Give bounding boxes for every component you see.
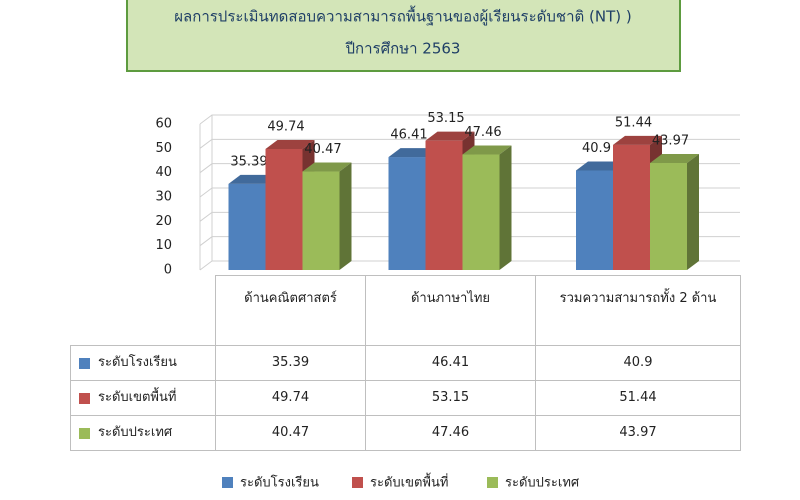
value-cell: 35.39 xyxy=(215,345,366,381)
data-label: 53.15 xyxy=(427,111,464,126)
bar-front xyxy=(425,140,463,270)
data-label: 46.41 xyxy=(390,128,427,143)
legend-swatch xyxy=(487,477,498,488)
legend-label: ระดับเขตพื้นที่ xyxy=(370,473,448,491)
data-label: 40.47 xyxy=(304,142,341,157)
data-label: 51.44 xyxy=(615,115,652,130)
y-tick-label: 40 xyxy=(155,165,172,180)
bar-front xyxy=(228,183,266,270)
bar-front xyxy=(462,154,500,270)
y-tick-label: 60 xyxy=(155,117,172,132)
cell-text: 46.41 xyxy=(431,355,470,370)
value-cell: 47.46 xyxy=(365,415,536,451)
series-name: ระดับโรงเรียน xyxy=(98,355,177,370)
bar-top xyxy=(388,148,438,158)
legend-label: ระดับโรงเรียน xyxy=(240,475,319,491)
bar-front xyxy=(302,171,340,270)
legend-swatch xyxy=(79,392,90,404)
bar-side xyxy=(339,162,352,270)
category-label: ด้านภาษาไทย xyxy=(365,275,536,346)
legend-cell: ระดับโรงเรียน xyxy=(70,345,216,381)
bar-front xyxy=(576,170,613,270)
bar-side xyxy=(687,154,699,270)
bar-side xyxy=(499,145,512,270)
legend-swatch xyxy=(352,477,363,488)
legend-label: ระดับประเทศ xyxy=(505,476,580,491)
bar-front xyxy=(388,157,426,270)
bar-front xyxy=(650,163,687,270)
cell-text: 40.9 xyxy=(623,355,653,370)
bar xyxy=(650,154,699,270)
chart-subtitle: ปีการศึกษา 2563 xyxy=(345,40,461,58)
category-label: รวมความสามารถทั้ง 2 ด้าน xyxy=(535,275,741,346)
bar-top xyxy=(265,139,315,149)
chart-title: ผลการประเมินทดสอบความสามารถพื้นฐานของผู้… xyxy=(174,6,631,26)
bar-top xyxy=(302,162,352,172)
cell-text: 35.39 xyxy=(271,355,310,370)
value-cell: 40.9 xyxy=(535,345,741,381)
legend-swatch xyxy=(222,477,233,488)
bar-top xyxy=(613,135,662,145)
cell-text: ด้านภาษาไทย xyxy=(410,291,491,306)
cell-text: 49.74 xyxy=(271,390,310,405)
bar-top xyxy=(576,161,625,171)
y-tick-label: 0 xyxy=(164,263,172,278)
series-name: ระดับประเทศ xyxy=(98,425,173,440)
y-tick-label: 20 xyxy=(155,214,172,229)
bar-top xyxy=(228,174,278,184)
cell-text: ด้านคณิตศาสตร์ xyxy=(244,291,337,306)
bar-front xyxy=(613,144,650,270)
cell-text: 51.44 xyxy=(619,390,657,405)
value-cell: 49.74 xyxy=(215,380,366,416)
bar-top xyxy=(425,131,475,141)
cell-text: รวมความสามารถทั้ง 2 ด้าน xyxy=(559,291,717,306)
data-label: 43.97 xyxy=(652,134,689,149)
data-label: 40.9 xyxy=(582,141,611,156)
cell-text: 47.46 xyxy=(431,425,470,440)
bar-top xyxy=(462,145,512,155)
legend-cell: ระดับประเทศ xyxy=(70,415,216,451)
y-tick-label: 30 xyxy=(155,190,172,205)
bar-front xyxy=(265,148,303,270)
y-tick-label: 10 xyxy=(155,238,172,253)
cell-text: 53.15 xyxy=(431,390,470,405)
data-label: 47.46 xyxy=(464,125,501,140)
series-name: ระดับเขตพื้นที่ xyxy=(98,390,177,405)
legend-swatch xyxy=(79,357,90,369)
title-box xyxy=(126,0,681,72)
legend-swatch xyxy=(79,427,90,439)
value-cell: 51.44 xyxy=(535,380,741,416)
bar xyxy=(462,145,512,270)
legend-cell: ระดับเขตพื้นที่ xyxy=(70,380,216,416)
data-label: 35.39 xyxy=(230,154,267,169)
y-tick-label: 50 xyxy=(155,141,172,156)
value-cell: 40.47 xyxy=(215,415,366,451)
data-label: 49.74 xyxy=(267,119,304,134)
bar-top xyxy=(650,154,699,164)
category-label: ด้านคณิตศาสตร์ xyxy=(215,275,366,346)
value-cell: 53.15 xyxy=(365,380,536,416)
cell-text: 40.47 xyxy=(271,425,310,440)
cell-text: 43.97 xyxy=(619,425,657,440)
bar xyxy=(302,162,352,270)
value-cell: 43.97 xyxy=(535,415,741,451)
value-cell: 46.41 xyxy=(365,345,536,381)
